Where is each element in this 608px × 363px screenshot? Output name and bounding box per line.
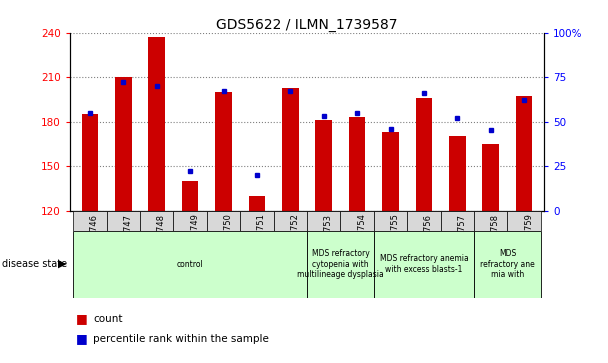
Bar bbox=[316, 120, 332, 211]
Bar bbox=[140, 211, 173, 231]
Bar bbox=[182, 181, 198, 211]
Text: GSM1515748: GSM1515748 bbox=[157, 213, 166, 270]
Bar bbox=[282, 87, 299, 211]
Bar bbox=[516, 97, 533, 211]
Bar bbox=[73, 211, 106, 231]
Text: MDS refractory
cytopenia with
multilineage dysplasia: MDS refractory cytopenia with multilinea… bbox=[297, 249, 384, 279]
Bar bbox=[449, 136, 466, 211]
Bar bbox=[274, 211, 307, 231]
Text: MDS refractory anemia
with excess blasts-1: MDS refractory anemia with excess blasts… bbox=[379, 254, 468, 274]
Text: GSM1515746: GSM1515746 bbox=[90, 213, 99, 270]
Bar bbox=[441, 211, 474, 231]
Bar bbox=[508, 211, 541, 231]
Bar bbox=[307, 231, 374, 298]
Text: GSM1515749: GSM1515749 bbox=[190, 213, 199, 269]
Text: GSM1515754: GSM1515754 bbox=[357, 213, 366, 269]
Text: count: count bbox=[93, 314, 123, 324]
Bar bbox=[374, 211, 407, 231]
Bar bbox=[73, 231, 307, 298]
Text: GSM1515751: GSM1515751 bbox=[257, 213, 266, 269]
Text: MDS
refractory ane
mia with: MDS refractory ane mia with bbox=[480, 249, 535, 279]
Bar bbox=[382, 132, 399, 211]
Text: percentile rank within the sample: percentile rank within the sample bbox=[93, 334, 269, 344]
Bar bbox=[173, 211, 207, 231]
Text: control: control bbox=[177, 260, 204, 269]
Text: GSM1515752: GSM1515752 bbox=[291, 213, 299, 269]
Bar bbox=[340, 211, 374, 231]
Text: GSM1515755: GSM1515755 bbox=[390, 213, 399, 269]
Text: GSM1515753: GSM1515753 bbox=[323, 213, 333, 270]
Bar bbox=[407, 211, 441, 231]
Bar bbox=[249, 196, 265, 211]
Bar bbox=[474, 211, 508, 231]
Bar bbox=[474, 231, 541, 298]
Text: disease state: disease state bbox=[2, 259, 67, 269]
Text: ■: ■ bbox=[76, 332, 88, 345]
Bar bbox=[307, 211, 340, 231]
Title: GDS5622 / ILMN_1739587: GDS5622 / ILMN_1739587 bbox=[216, 18, 398, 32]
Bar bbox=[349, 117, 365, 211]
Text: GSM1515747: GSM1515747 bbox=[123, 213, 133, 270]
Bar bbox=[115, 77, 132, 211]
Bar bbox=[207, 211, 240, 231]
Text: GSM1515756: GSM1515756 bbox=[424, 213, 433, 270]
Bar bbox=[81, 114, 98, 211]
Text: ▶: ▶ bbox=[58, 259, 66, 269]
Bar bbox=[106, 211, 140, 231]
Text: ■: ■ bbox=[76, 312, 88, 325]
Text: GSM1515758: GSM1515758 bbox=[491, 213, 500, 270]
Bar bbox=[482, 144, 499, 211]
Bar bbox=[240, 211, 274, 231]
Bar bbox=[215, 92, 232, 211]
Text: GSM1515759: GSM1515759 bbox=[524, 213, 533, 269]
Bar bbox=[416, 98, 432, 211]
Bar bbox=[148, 37, 165, 211]
Bar bbox=[374, 231, 474, 298]
Text: GSM1515757: GSM1515757 bbox=[457, 213, 466, 270]
Text: GSM1515750: GSM1515750 bbox=[224, 213, 232, 269]
